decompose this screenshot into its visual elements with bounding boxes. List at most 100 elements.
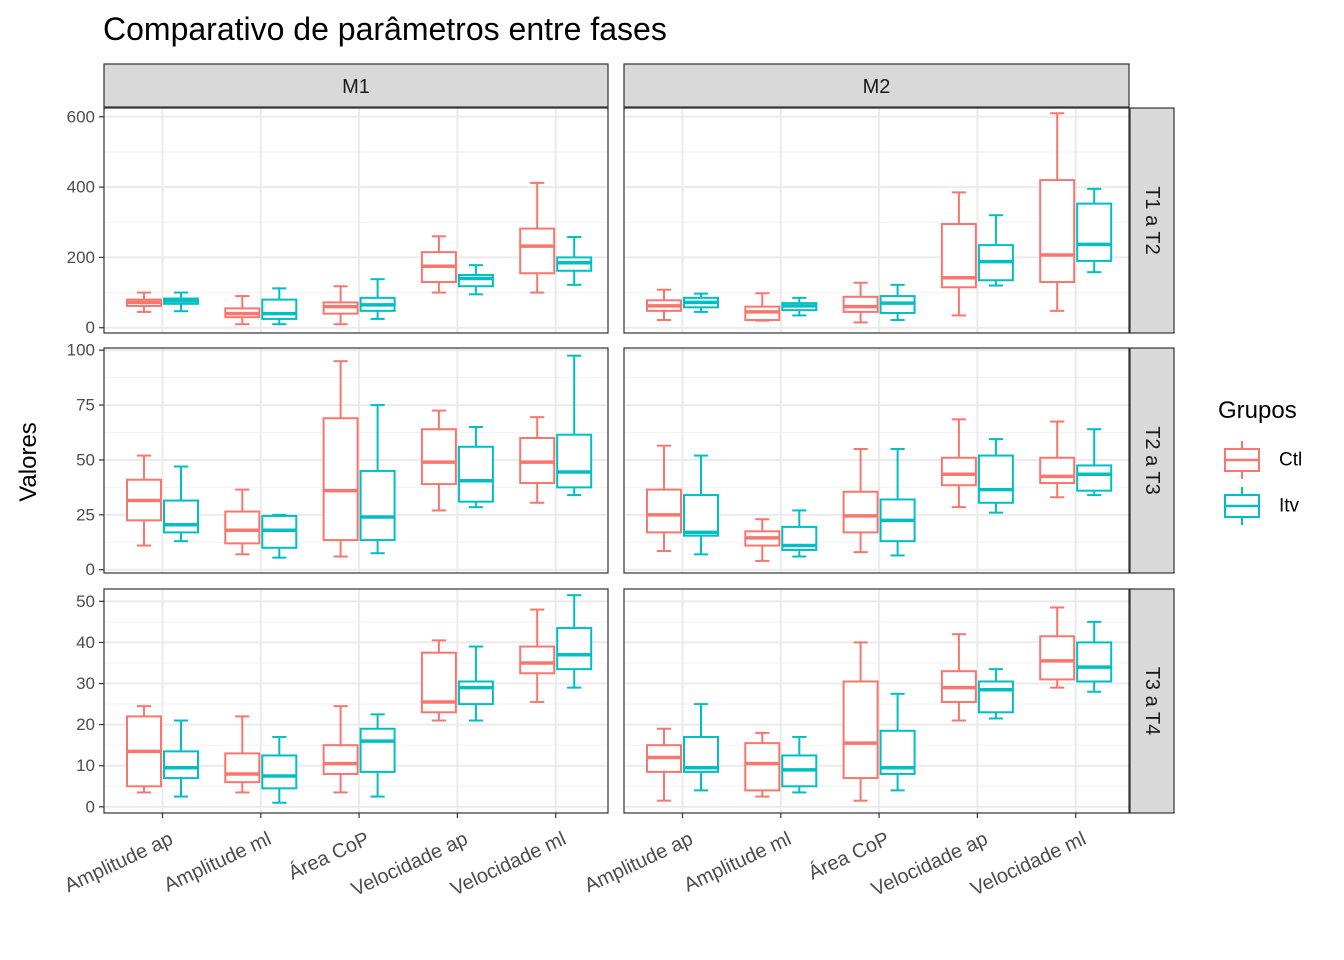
box-body	[519, 227, 556, 275]
box-body	[1039, 635, 1076, 681]
box-body	[359, 727, 396, 773]
y-tick-label: 400	[67, 178, 95, 197]
x-tick-label: Amplitude ml	[161, 828, 275, 897]
box-body	[457, 445, 494, 503]
box-body	[1039, 456, 1076, 485]
box-body	[842, 295, 879, 313]
box-itv-velocidade-ap	[457, 426, 494, 509]
box-itv-amplitude-ap	[683, 454, 719, 556]
box-itv-amplitude-ml	[781, 296, 818, 317]
box-ctl-velocidade-ml	[1039, 112, 1076, 312]
box-body	[556, 433, 593, 489]
y-tick-label: 20	[76, 715, 95, 734]
box-body	[261, 754, 298, 790]
box-ctl-area-cop	[842, 281, 879, 324]
legend-label-ctl: Ctl	[1279, 450, 1302, 471]
box-ctl-velocidade-ap	[420, 639, 457, 722]
box-itv-velocidade-ap	[977, 668, 1014, 720]
box-body	[457, 680, 494, 706]
y-tick-label: 40	[76, 633, 95, 652]
box-itv-velocidade-ap	[977, 214, 1014, 287]
box-body	[322, 417, 359, 542]
box-body	[163, 499, 199, 534]
box-ctl-velocidade-ml	[1039, 420, 1076, 499]
box-itv-velocidade-ml	[556, 236, 593, 286]
y-tick-label: 10	[76, 756, 95, 775]
y-axis-title: Valores	[15, 422, 42, 502]
panel-background	[104, 589, 608, 813]
box-itv-velocidade-ap	[457, 645, 494, 722]
row-strip-t2-a-t3	[1129, 347, 1175, 574]
box-ctl-velocidade-ap	[940, 633, 977, 722]
box-body	[556, 627, 593, 671]
box-itv-area-cop	[879, 447, 916, 557]
y-tick-label: 0	[86, 318, 95, 337]
y-tick-label: 0	[86, 560, 95, 579]
box-body	[683, 494, 719, 537]
panel-m2-t1-a-t2	[623, 107, 1130, 334]
box-ctl-amplitude-ml	[744, 518, 781, 562]
box-body	[977, 680, 1014, 714]
box-body	[261, 298, 298, 320]
y-tick-label: 0	[86, 797, 95, 816]
box-itv-amplitude-ml	[781, 509, 818, 558]
box-itv-area-cop	[359, 404, 396, 555]
box-itv-velocidade-ml	[556, 594, 593, 689]
box-ctl-amplitude-ap	[126, 705, 162, 794]
box-body	[842, 680, 879, 780]
y-tick-label: 50	[76, 450, 95, 469]
box-body	[224, 752, 261, 784]
row-strip-t3-a-t4	[1129, 588, 1175, 814]
box-itv-area-cop	[879, 692, 916, 792]
legend-label-itv: Itv	[1279, 496, 1300, 517]
box-body	[1076, 641, 1113, 683]
box-itv-velocidade-ap	[977, 438, 1014, 514]
box-ctl-velocidade-ml	[519, 608, 556, 704]
box-ctl-amplitude-ml	[224, 488, 261, 556]
column-strip-label-m2: M2	[863, 76, 891, 98]
legend-key-ctl	[1224, 441, 1260, 479]
box-ctl-area-cop	[322, 705, 359, 794]
panel-border	[623, 588, 1130, 814]
legend-title: Grupos	[1218, 397, 1297, 424]
panel-m1-t1-a-t2: 0 200 400 600	[67, 107, 609, 337]
box-ctl-area-cop	[322, 360, 359, 558]
panel-background	[104, 108, 608, 333]
box-body	[224, 510, 261, 545]
box-itv-amplitude-ml	[261, 735, 298, 804]
legend: Grupos Ctl Itv	[1218, 397, 1302, 525]
column-strip-m1	[103, 63, 609, 108]
box-ctl-amplitude-ap	[126, 454, 162, 547]
box-ctl-velocidade-ap	[940, 418, 977, 509]
y-tick-label: 75	[76, 396, 95, 415]
box-body	[1076, 464, 1113, 492]
box-itv-velocidade-ml	[556, 354, 593, 497]
y-tick-label: 600	[67, 107, 95, 126]
panel-m1-t2-a-t3: 0 25 50 75 100	[67, 341, 609, 579]
box-itv-amplitude-ap	[683, 703, 719, 792]
box-ctl-amplitude-ml	[744, 731, 781, 798]
box-ctl-amplitude-ml	[224, 295, 261, 326]
x-tick-label: Amplitude ap	[61, 828, 176, 897]
box-body	[744, 742, 781, 792]
y-tick-label: 30	[76, 674, 95, 693]
box-ctl-velocidade-ap	[420, 235, 457, 294]
box-itv-area-cop	[879, 283, 916, 321]
panel-border	[103, 107, 609, 334]
box-ctl-amplitude-ap	[646, 727, 682, 802]
box-itv-amplitude-ap	[163, 465, 199, 543]
box-ctl-area-cop	[842, 641, 879, 802]
panel-border	[103, 588, 609, 814]
chart-title: Comparativo de parâmetros entre fases	[103, 11, 667, 47]
box-body	[457, 273, 494, 288]
x-tick-label: Amplitude ap	[581, 828, 696, 897]
box-ctl-amplitude-ap	[646, 288, 682, 321]
column-strip-m2	[623, 63, 1130, 108]
box-body	[519, 645, 556, 675]
box-ctl-amplitude-ml	[224, 715, 261, 794]
box-itv-velocidade-ap	[457, 264, 494, 296]
box-ctl-velocidade-ap	[420, 409, 457, 512]
y-tick-label: 100	[67, 341, 95, 360]
